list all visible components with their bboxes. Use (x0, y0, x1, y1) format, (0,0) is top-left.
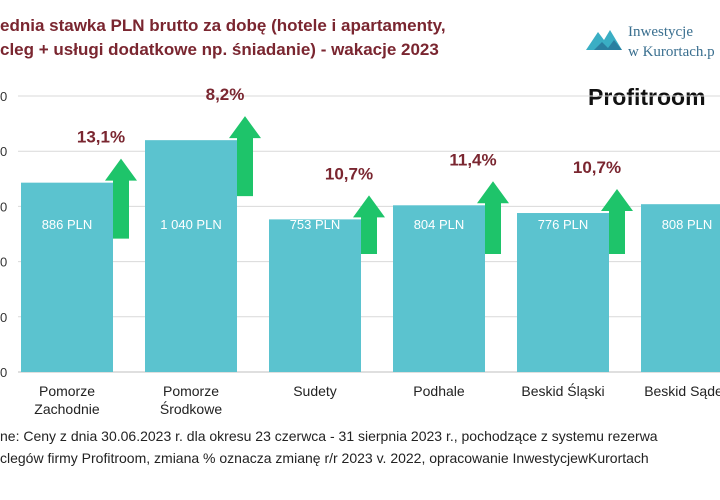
bar (641, 204, 720, 372)
bar-value-label: 753 PLN (290, 217, 341, 232)
bar (21, 182, 113, 372)
bar (393, 205, 485, 372)
bar-chart: 0 0 0 0 0 0 886 PLN Pomorze Zachodnie 13,1% 1 040 … (0, 85, 720, 417)
category-label: Beskid Sądec (644, 383, 720, 399)
bar-value-label: 804 PLN (414, 217, 465, 232)
change-percent-label: 13,1% (77, 128, 125, 147)
source-note: ne: Ceny z dnia 30.06.2023 r. dla okresu… (0, 425, 720, 469)
bar-value-label: 1 040 PLN (160, 217, 221, 232)
change-up-arrow (477, 181, 509, 254)
y-tick-label: 0 (0, 89, 7, 104)
profitroom-logo-text: Profitroom (588, 84, 706, 110)
category-label: Zachodnie (34, 401, 100, 417)
bar-value-label: 808 PLN (662, 217, 713, 232)
inwestycje-logo-line-2: w Kurortach.p (628, 44, 715, 60)
change-percent-label: 8,2% (206, 85, 245, 104)
category-label: Pomorze (39, 383, 95, 399)
bar (517, 213, 609, 372)
labels-layer: 0 0 0 0 0 0 886 PLN Pomorze Zachodnie 13,1% 1 040 … (0, 85, 720, 417)
change-up-arrow (601, 189, 633, 254)
change-up-arrow (229, 116, 261, 197)
bar (145, 140, 237, 372)
y-tick-label: 0 (0, 144, 7, 159)
bars-layer (21, 116, 720, 372)
change-percent-label: 10,7% (573, 158, 621, 177)
chart-title-line-1: ednia stawka PLN brutto za dobę (hotele … (0, 16, 446, 35)
y-tick-label: 0 (0, 255, 7, 270)
category-label: Środkowe (160, 400, 222, 417)
y-tick-label: 0 (0, 310, 7, 325)
inwestycje-logo-line-1: Inwestycje (628, 24, 693, 40)
change-percent-label: 11,4% (449, 150, 496, 169)
change-up-arrow (105, 158, 137, 239)
category-label: Podhale (413, 383, 465, 399)
mountain-logo-icon (586, 24, 622, 54)
inwestycje-logo: Inwestycje w Kurortach.p (584, 18, 720, 70)
y-tick-label: 0 (0, 365, 7, 380)
source-note-line-1: ne: Ceny z dnia 30.06.2023 r. dla okresu… (0, 428, 658, 444)
category-label: Beskid Śląski (521, 382, 604, 399)
category-label: Sudety (293, 383, 337, 399)
change-up-arrow (353, 195, 385, 254)
change-percent-label: 10,7% (325, 164, 373, 183)
bar-value-label: 776 PLN (538, 217, 589, 232)
chart-title: ednia stawka PLN brutto za dobę (hotele … (0, 14, 560, 62)
bar (269, 219, 361, 372)
y-tick-label: 0 (0, 199, 7, 214)
bar-value-label: 886 PLN (42, 217, 93, 232)
chart-title-line-2: cleg + usługi dodatkowe np. śniadanie) -… (0, 40, 439, 59)
profitroom-logo: Profitroom (588, 84, 706, 111)
category-label: Pomorze (163, 383, 219, 399)
source-note-line-2: clegów firmy Profitroom, zmiana % oznacz… (0, 450, 649, 466)
